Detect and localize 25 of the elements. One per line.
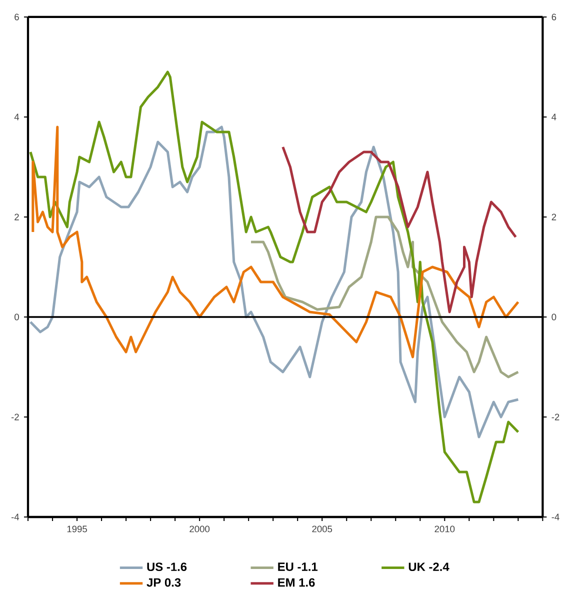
legend-label: US -1.6 — [147, 562, 187, 572]
y-tick-label: -2 — [552, 414, 560, 420]
line-series — [29, 126, 520, 438]
y2-tick-label: -2 — [11, 414, 19, 420]
x-tick-label: 2000 — [190, 526, 210, 532]
y-tick-label: 4 — [552, 114, 556, 120]
y-tick-label: 0 — [552, 314, 556, 320]
y2-tick-label: 2 — [14, 214, 19, 220]
x-tick-label: 2010 — [434, 526, 455, 532]
y-tick-label: -4 — [552, 514, 560, 520]
y2-tick-label: 4 — [14, 114, 20, 120]
line-series — [29, 70, 520, 504]
legend-label: JP 0.3 — [146, 578, 181, 587]
line-series — [282, 146, 517, 314]
y2-tick-label: 0 — [14, 314, 19, 320]
legend-label: EU -1.1 — [278, 562, 318, 571]
line-series — [250, 216, 520, 378]
legend-label: UK -2.4 — [408, 562, 450, 572]
legend-label: EM 1.6 — [278, 578, 315, 587]
y-tick-label: 2 — [552, 214, 556, 220]
x-tick-label: 1995 — [67, 526, 87, 532]
y2-tick-label: -4 — [11, 514, 20, 520]
y2-tick-label: 6 — [14, 14, 19, 20]
y-tick-label: 6 — [552, 14, 556, 20]
x-tick-label: 2005 — [312, 526, 332, 532]
